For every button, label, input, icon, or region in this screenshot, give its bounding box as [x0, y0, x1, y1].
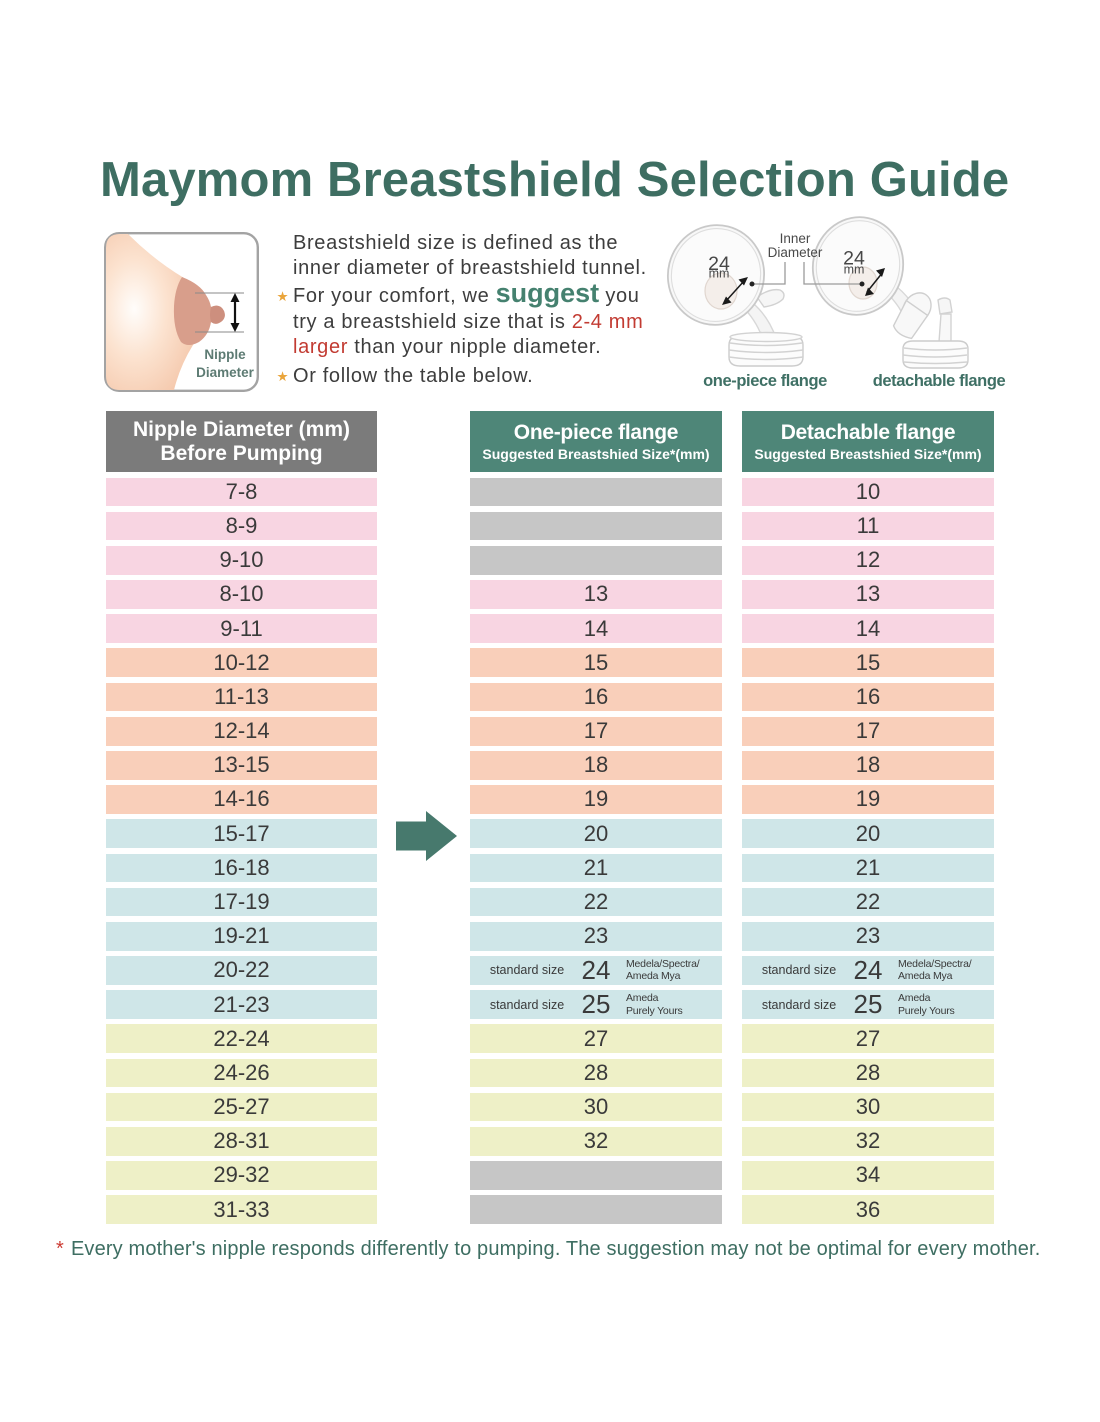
svg-text:Nipple: Nipple	[204, 347, 246, 362]
svg-text:Diameter: Diameter	[768, 245, 823, 260]
svg-text:mm: mm	[844, 263, 865, 277]
svg-text:mm: mm	[709, 267, 730, 281]
svg-text:Inner: Inner	[780, 231, 811, 246]
svg-text:Diameter: Diameter	[196, 365, 255, 380]
svg-text:24: 24	[708, 253, 730, 275]
svg-text:24: 24	[843, 248, 865, 270]
